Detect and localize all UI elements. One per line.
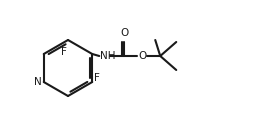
Text: F: F (94, 73, 100, 83)
Text: F: F (61, 47, 67, 57)
Text: O: O (138, 51, 146, 61)
Text: N: N (34, 77, 42, 87)
Text: NH: NH (100, 51, 116, 61)
Text: O: O (120, 28, 128, 38)
